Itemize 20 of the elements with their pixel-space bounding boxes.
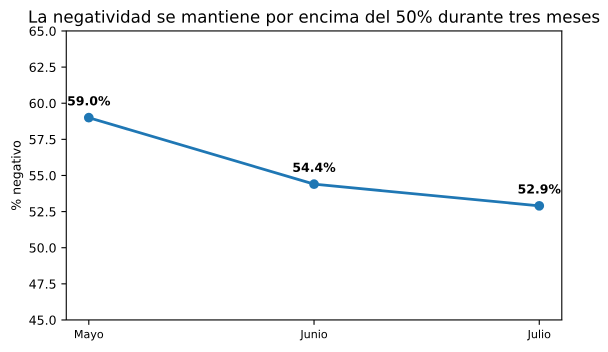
y-tick-label: 45.0 bbox=[29, 315, 56, 325]
x-tick-label: Mayo bbox=[75, 330, 104, 340]
y-tick-label: 55.0 bbox=[30, 170, 56, 180]
data-label: 59.0% bbox=[68, 96, 110, 106]
y-tick-label: 60.0 bbox=[30, 98, 56, 108]
y-tick-label: 57.5 bbox=[30, 134, 56, 144]
x-tick-label: Julio bbox=[527, 330, 550, 340]
y-axis-title: % negativo bbox=[11, 140, 24, 210]
x-tick-label: Junio bbox=[300, 330, 328, 340]
data-label: 54.4% bbox=[293, 162, 336, 172]
y-tick-label: 50.0 bbox=[30, 243, 56, 253]
point bbox=[309, 179, 319, 190]
data-label: 52.9% bbox=[518, 184, 561, 194]
point bbox=[534, 200, 544, 211]
chart-title: La negatividad se mantiene por encima del 50% durante tres meses bbox=[30, 10, 600, 26]
y-tick-label: 52.5 bbox=[30, 207, 56, 217]
y-tick-label: 62.5 bbox=[30, 62, 56, 72]
y-tick-label: 65.0 bbox=[30, 26, 56, 36]
y-tick-label: 47.5 bbox=[29, 279, 56, 289]
point bbox=[84, 112, 94, 123]
